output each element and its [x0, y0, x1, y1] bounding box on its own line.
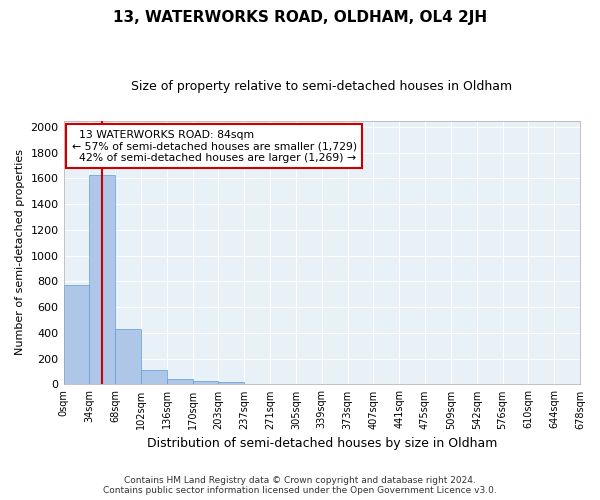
Bar	[167, 378, 193, 384]
Bar	[89, 174, 115, 384]
Bar	[218, 382, 244, 384]
Bar	[115, 329, 141, 384]
Y-axis label: Number of semi-detached properties: Number of semi-detached properties	[15, 150, 25, 356]
Bar	[193, 381, 218, 384]
X-axis label: Distribution of semi-detached houses by size in Oldham: Distribution of semi-detached houses by …	[146, 437, 497, 450]
Bar	[64, 286, 89, 384]
Bar	[141, 370, 167, 384]
Text: Contains HM Land Registry data © Crown copyright and database right 2024.
Contai: Contains HM Land Registry data © Crown c…	[103, 476, 497, 495]
Text: 13, WATERWORKS ROAD, OLDHAM, OL4 2JH: 13, WATERWORKS ROAD, OLDHAM, OL4 2JH	[113, 10, 487, 25]
Title: Size of property relative to semi-detached houses in Oldham: Size of property relative to semi-detach…	[131, 80, 512, 93]
Text: 13 WATERWORKS ROAD: 84sqm
← 57% of semi-detached houses are smaller (1,729)
  42: 13 WATERWORKS ROAD: 84sqm ← 57% of semi-…	[72, 130, 357, 163]
